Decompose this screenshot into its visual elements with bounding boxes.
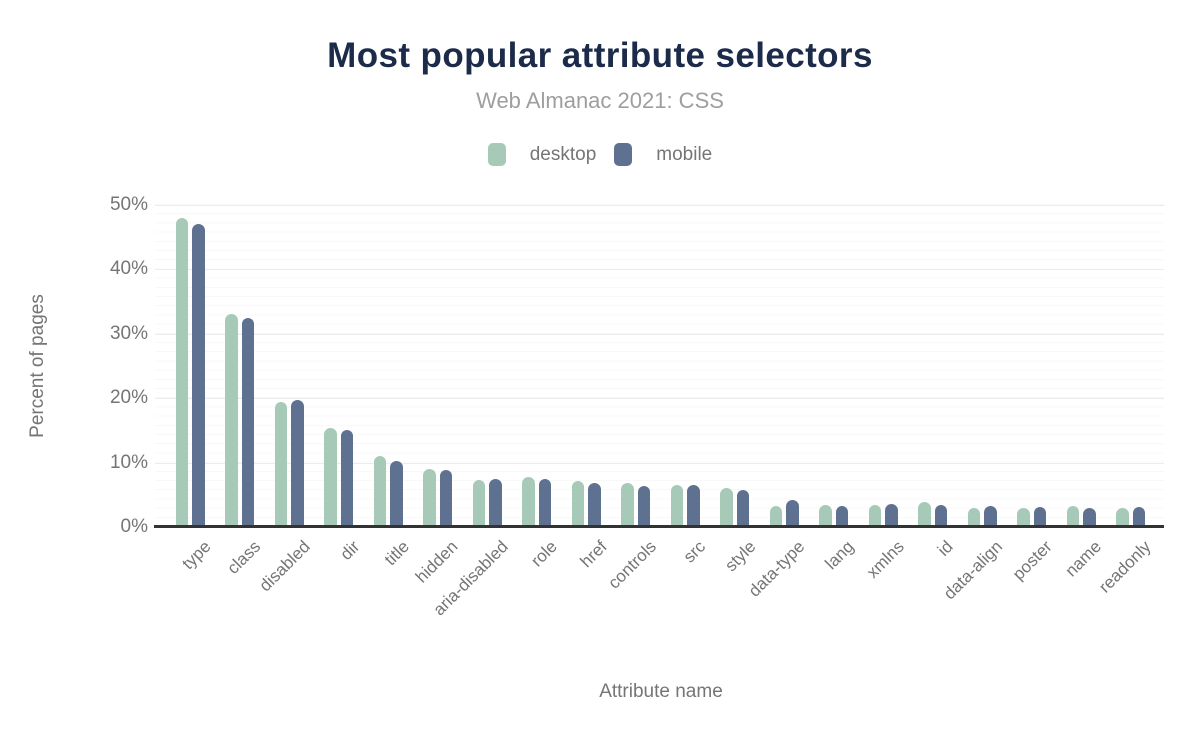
x-label-name: name xyxy=(1061,537,1106,581)
bar-mobile-role[interactable] xyxy=(538,478,551,527)
x-label-style: style xyxy=(720,537,759,576)
x-label-title: title xyxy=(380,537,413,570)
gridline-20 xyxy=(155,398,1164,400)
bar-mobile-xmlns[interactable] xyxy=(885,504,898,527)
y-axis-title: Percent of pages xyxy=(27,294,48,438)
bar-desktop-role[interactable] xyxy=(522,476,535,527)
bar-mobile-src[interactable] xyxy=(687,485,700,527)
gridline-50 xyxy=(155,205,1164,206)
x-label-role: role xyxy=(527,537,561,571)
x-label-controls: controls xyxy=(604,537,660,593)
legend-item-desktop: desktop xyxy=(487,143,597,166)
bar-desktop-dir[interactable] xyxy=(324,428,337,527)
bar-mobile-poster[interactable] xyxy=(1033,507,1046,527)
bar-mobile-name[interactable] xyxy=(1083,508,1096,527)
bar-mobile-title[interactable] xyxy=(390,460,403,527)
bar-mobile-dir[interactable] xyxy=(340,430,353,527)
legend-swatch-desktop xyxy=(487,143,506,166)
x-label-class: class xyxy=(223,537,264,578)
bar-mobile-data-align[interactable] xyxy=(984,506,997,527)
bar-desktop-controls[interactable] xyxy=(621,483,634,527)
bar-mobile-hidden[interactable] xyxy=(439,470,452,527)
bar-desktop-type[interactable] xyxy=(175,217,188,527)
x-axis-line xyxy=(154,525,1164,528)
bar-mobile-type[interactable] xyxy=(192,224,205,527)
bar-mobile-aria-disabled[interactable] xyxy=(489,478,502,527)
gridline-30 xyxy=(155,333,1164,335)
bar-mobile-style[interactable] xyxy=(736,490,749,527)
plot-area xyxy=(155,200,1164,527)
chart-title: Most popular attribute selectors xyxy=(327,36,873,75)
bar-desktop-data-align[interactable] xyxy=(967,508,980,527)
legend-label-mobile: mobile xyxy=(656,143,713,165)
bar-mobile-class[interactable] xyxy=(241,318,254,527)
bar-mobile-id[interactable] xyxy=(934,505,947,527)
bar-desktop-lang[interactable] xyxy=(819,505,832,527)
x-label-src: src xyxy=(679,537,710,567)
x-label-disabled: disabled xyxy=(255,537,314,596)
x-label-id: id xyxy=(934,537,957,560)
x-label-lang: lang xyxy=(821,537,858,574)
legend-swatch-mobile xyxy=(614,143,633,166)
bar-mobile-lang[interactable] xyxy=(835,505,848,527)
y-tick-label-50: 50% xyxy=(109,194,148,215)
bar-desktop-class[interactable] xyxy=(225,314,238,527)
y-tick-label-40: 40% xyxy=(109,258,148,280)
chart-subtitle: Web Almanac 2021: CSS xyxy=(476,88,724,113)
bar-desktop-href[interactable] xyxy=(571,480,584,527)
x-axis-title: Attribute name xyxy=(599,681,723,702)
bar-mobile-readonly[interactable] xyxy=(1132,507,1145,527)
bar-desktop-poster[interactable] xyxy=(1017,508,1030,527)
x-label-href: href xyxy=(576,537,611,572)
x-label-readonly: readonly xyxy=(1095,537,1155,597)
y-tick-label-0: 0% xyxy=(120,516,148,537)
legend-item-mobile: mobile xyxy=(614,143,712,166)
bar-desktop-aria-disabled[interactable] xyxy=(472,480,485,527)
bar-desktop-src[interactable] xyxy=(670,484,683,527)
gridline-40 xyxy=(155,269,1164,271)
bar-desktop-name[interactable] xyxy=(1066,505,1079,527)
bar-desktop-id[interactable] xyxy=(918,501,931,527)
bar-desktop-data-type[interactable] xyxy=(769,505,782,527)
x-label-xmlns: xmlns xyxy=(862,537,908,582)
y-tick-label-30: 30% xyxy=(109,322,148,344)
bar-mobile-data-type[interactable] xyxy=(786,499,799,527)
bar-mobile-controls[interactable] xyxy=(637,485,650,527)
x-label-dir: dir xyxy=(336,537,363,564)
bar-desktop-hidden[interactable] xyxy=(423,469,436,527)
legend: desktop mobile xyxy=(0,143,1200,166)
x-label-poster: poster xyxy=(1009,537,1056,584)
bar-mobile-href[interactable] xyxy=(588,482,601,527)
bar-desktop-title[interactable] xyxy=(373,456,386,527)
y-tick-label-20: 20% xyxy=(109,387,148,409)
legend-label-desktop: desktop xyxy=(529,143,597,165)
bar-desktop-xmlns[interactable] xyxy=(868,505,881,527)
bar-desktop-style[interactable] xyxy=(720,488,733,527)
gridline-10 xyxy=(155,462,1164,464)
bar-desktop-readonly[interactable] xyxy=(1116,508,1129,527)
bar-mobile-disabled[interactable] xyxy=(291,399,304,527)
y-tick-label-10: 10% xyxy=(109,451,148,473)
x-label-type: type xyxy=(178,537,215,574)
bar-desktop-disabled[interactable] xyxy=(274,402,287,527)
